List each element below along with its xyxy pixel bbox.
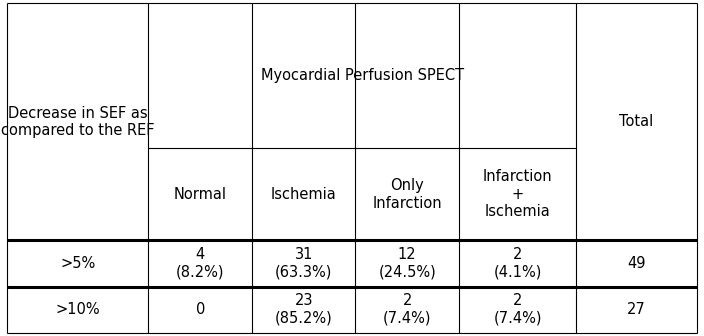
Text: 12
(24.5%): 12 (24.5%): [378, 247, 436, 280]
Text: 0: 0: [196, 302, 205, 317]
Text: 2
(7.4%): 2 (7.4%): [383, 293, 432, 326]
Text: Total: Total: [620, 114, 654, 129]
Text: Myocardial Perfusion SPECT: Myocardial Perfusion SPECT: [260, 68, 464, 83]
Text: 27: 27: [627, 302, 646, 317]
Text: >10%: >10%: [56, 302, 100, 317]
Text: Normal: Normal: [174, 187, 227, 202]
Text: Infarction
+
Ischemia: Infarction + Ischemia: [483, 169, 553, 219]
Text: Decrease in SEF as
compared to the REF: Decrease in SEF as compared to the REF: [1, 106, 154, 138]
Text: 49: 49: [627, 256, 646, 271]
Text: Ischemia: Ischemia: [271, 187, 337, 202]
Text: 4
(8.2%): 4 (8.2%): [176, 247, 225, 280]
Text: 23
(85.2%): 23 (85.2%): [275, 293, 332, 326]
Text: 2
(4.1%): 2 (4.1%): [494, 247, 542, 280]
Text: >5%: >5%: [60, 256, 95, 271]
Text: 2
(7.4%): 2 (7.4%): [494, 293, 542, 326]
Text: 31
(63.3%): 31 (63.3%): [275, 247, 332, 280]
Text: Only
Infarction: Only Infarction: [372, 178, 442, 211]
